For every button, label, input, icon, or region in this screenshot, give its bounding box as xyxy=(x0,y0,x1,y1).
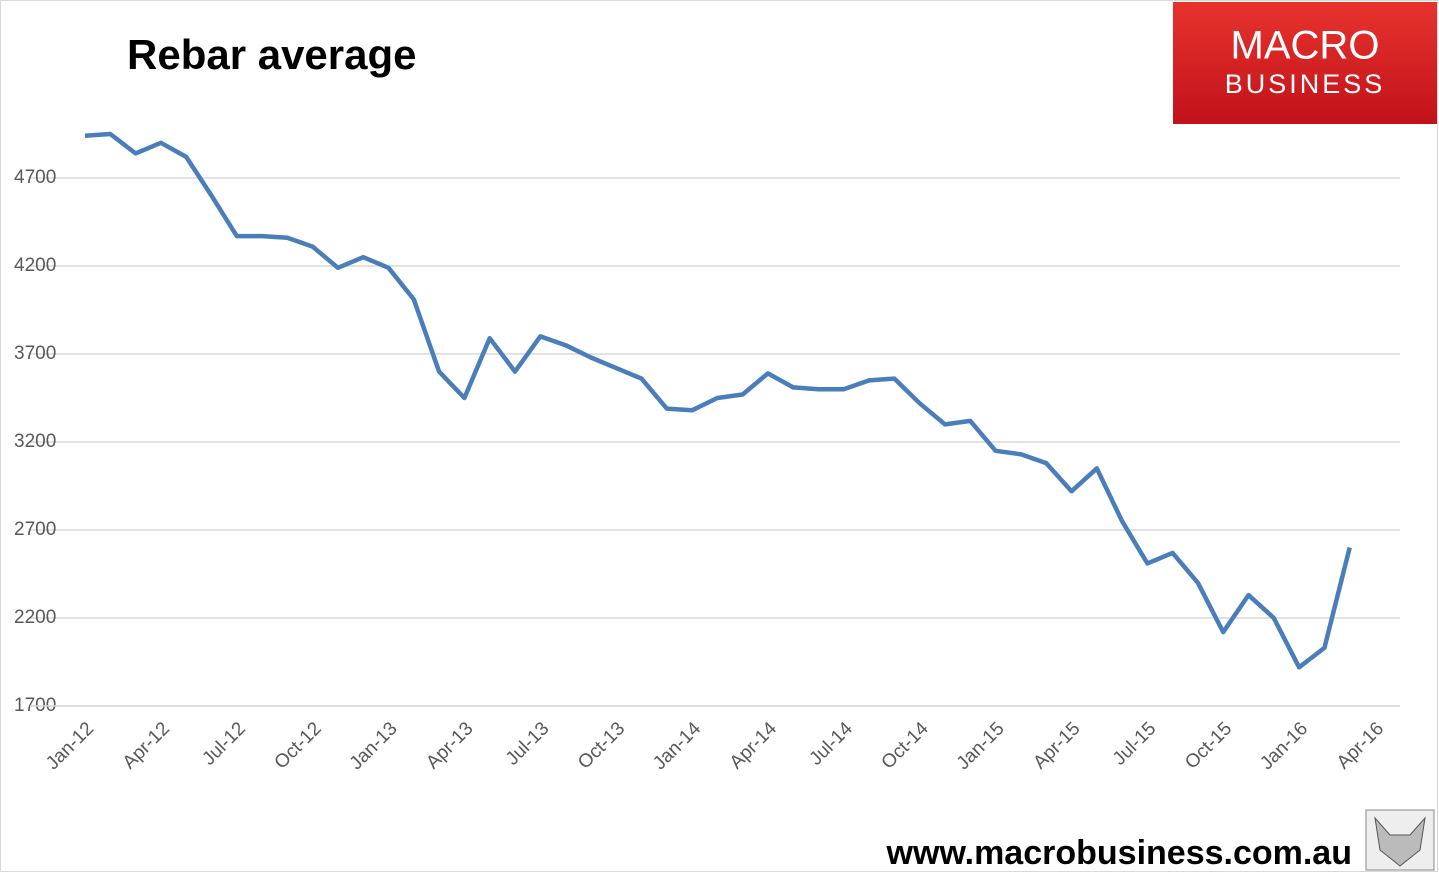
chart-title: Rebar average xyxy=(127,31,417,78)
data-line xyxy=(84,131,1352,670)
fox-icon xyxy=(1374,816,1426,867)
y-tick-label: 4200 xyxy=(14,255,56,276)
y-tick-label: 2700 xyxy=(14,519,56,540)
logo xyxy=(1173,2,1437,124)
y-tick-label: 2200 xyxy=(14,607,56,628)
y-tick-label: 3200 xyxy=(14,431,56,452)
website: www.macrobusiness.com.au xyxy=(886,834,1352,872)
logo-text: BUSINESS xyxy=(1225,69,1386,99)
y-tick-label: 4700 xyxy=(14,167,56,188)
y-tick-label: 3700 xyxy=(14,343,56,364)
logo-text: MACRO xyxy=(1231,24,1380,68)
